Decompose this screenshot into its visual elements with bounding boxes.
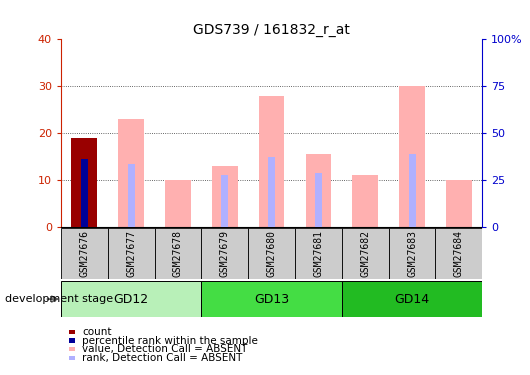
Bar xyxy=(61,281,201,317)
Bar xyxy=(315,173,322,227)
Bar xyxy=(155,228,201,279)
Text: GSM27683: GSM27683 xyxy=(407,230,417,277)
Bar xyxy=(81,161,88,227)
Text: rank, Detection Call = ABSENT: rank, Detection Call = ABSENT xyxy=(82,353,243,363)
Text: percentile rank within the sample: percentile rank within the sample xyxy=(82,336,258,345)
Bar xyxy=(409,154,416,227)
Title: GDS739 / 161832_r_at: GDS739 / 161832_r_at xyxy=(193,23,350,37)
Bar xyxy=(72,138,97,227)
Bar xyxy=(259,96,285,227)
Bar xyxy=(118,119,144,227)
Bar xyxy=(201,281,342,317)
Bar xyxy=(165,180,191,227)
Bar xyxy=(306,154,331,227)
Text: development stage: development stage xyxy=(5,294,113,304)
Text: count: count xyxy=(82,327,112,337)
Text: GSM27678: GSM27678 xyxy=(173,230,183,277)
Bar xyxy=(222,176,228,227)
Text: GSM27677: GSM27677 xyxy=(126,230,136,277)
Bar xyxy=(436,228,482,279)
Bar xyxy=(201,228,248,279)
Bar xyxy=(399,86,425,227)
Text: GD13: GD13 xyxy=(254,292,289,306)
Bar xyxy=(295,228,342,279)
Bar xyxy=(388,228,436,279)
Bar xyxy=(128,164,135,227)
Bar xyxy=(342,281,482,317)
Text: GD14: GD14 xyxy=(394,292,430,306)
Text: GSM27684: GSM27684 xyxy=(454,230,464,277)
Bar xyxy=(212,166,237,227)
Text: GSM27676: GSM27676 xyxy=(80,230,90,277)
Bar xyxy=(61,228,108,279)
Bar xyxy=(342,228,388,279)
Bar xyxy=(72,138,97,227)
Text: GSM27682: GSM27682 xyxy=(360,230,370,277)
Text: GD12: GD12 xyxy=(113,292,149,306)
Bar xyxy=(248,228,295,279)
Bar xyxy=(108,228,155,279)
Bar xyxy=(352,176,378,227)
Text: value, Detection Call = ABSENT: value, Detection Call = ABSENT xyxy=(82,344,248,354)
Bar xyxy=(446,180,472,227)
Bar xyxy=(268,157,275,227)
Bar xyxy=(81,159,88,227)
Text: GSM27680: GSM27680 xyxy=(267,230,277,277)
Text: GSM27679: GSM27679 xyxy=(220,230,230,277)
Text: GSM27681: GSM27681 xyxy=(313,230,323,277)
